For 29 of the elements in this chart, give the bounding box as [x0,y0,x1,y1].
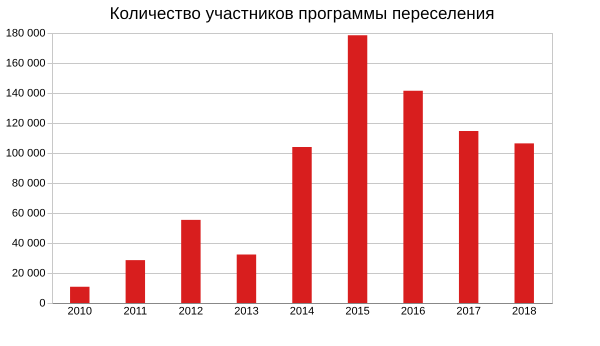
bar [126,260,146,303]
x-tick-label: 2016 [400,306,426,318]
y-tick-label: 180 000 [6,28,46,40]
x-tick-label: 2010 [68,306,92,318]
y-tick-label: 120 000 [6,118,46,130]
bar [70,286,90,303]
chart-title: Количество участников программы переселения [110,4,494,23]
x-tick-label: 2017 [456,306,481,318]
x-tick-label: 2015 [345,306,370,318]
y-tick-label: 60 000 [12,208,46,220]
bar [236,254,256,303]
bar [348,35,368,303]
bar [181,220,201,303]
bar [514,143,534,303]
y-tick-label: 160 000 [6,58,46,70]
x-tick-label: 2011 [124,306,148,318]
bar [403,90,423,303]
y-tick-label: 40 000 [12,238,46,250]
bar [458,130,478,303]
y-tick-label: 0 [39,298,46,310]
x-tick-label: 2012 [178,306,204,318]
bar [292,147,312,303]
x-tick-label: 2013 [234,306,259,318]
x-tick-label: 2018 [512,306,536,318]
y-tick-label: 80 000 [12,178,46,190]
y-tick-label: 140 000 [6,88,46,100]
y-tick-label: 20 000 [12,268,46,280]
y-tick-label: 100 000 [6,148,46,160]
x-tick-label: 2014 [290,306,314,318]
